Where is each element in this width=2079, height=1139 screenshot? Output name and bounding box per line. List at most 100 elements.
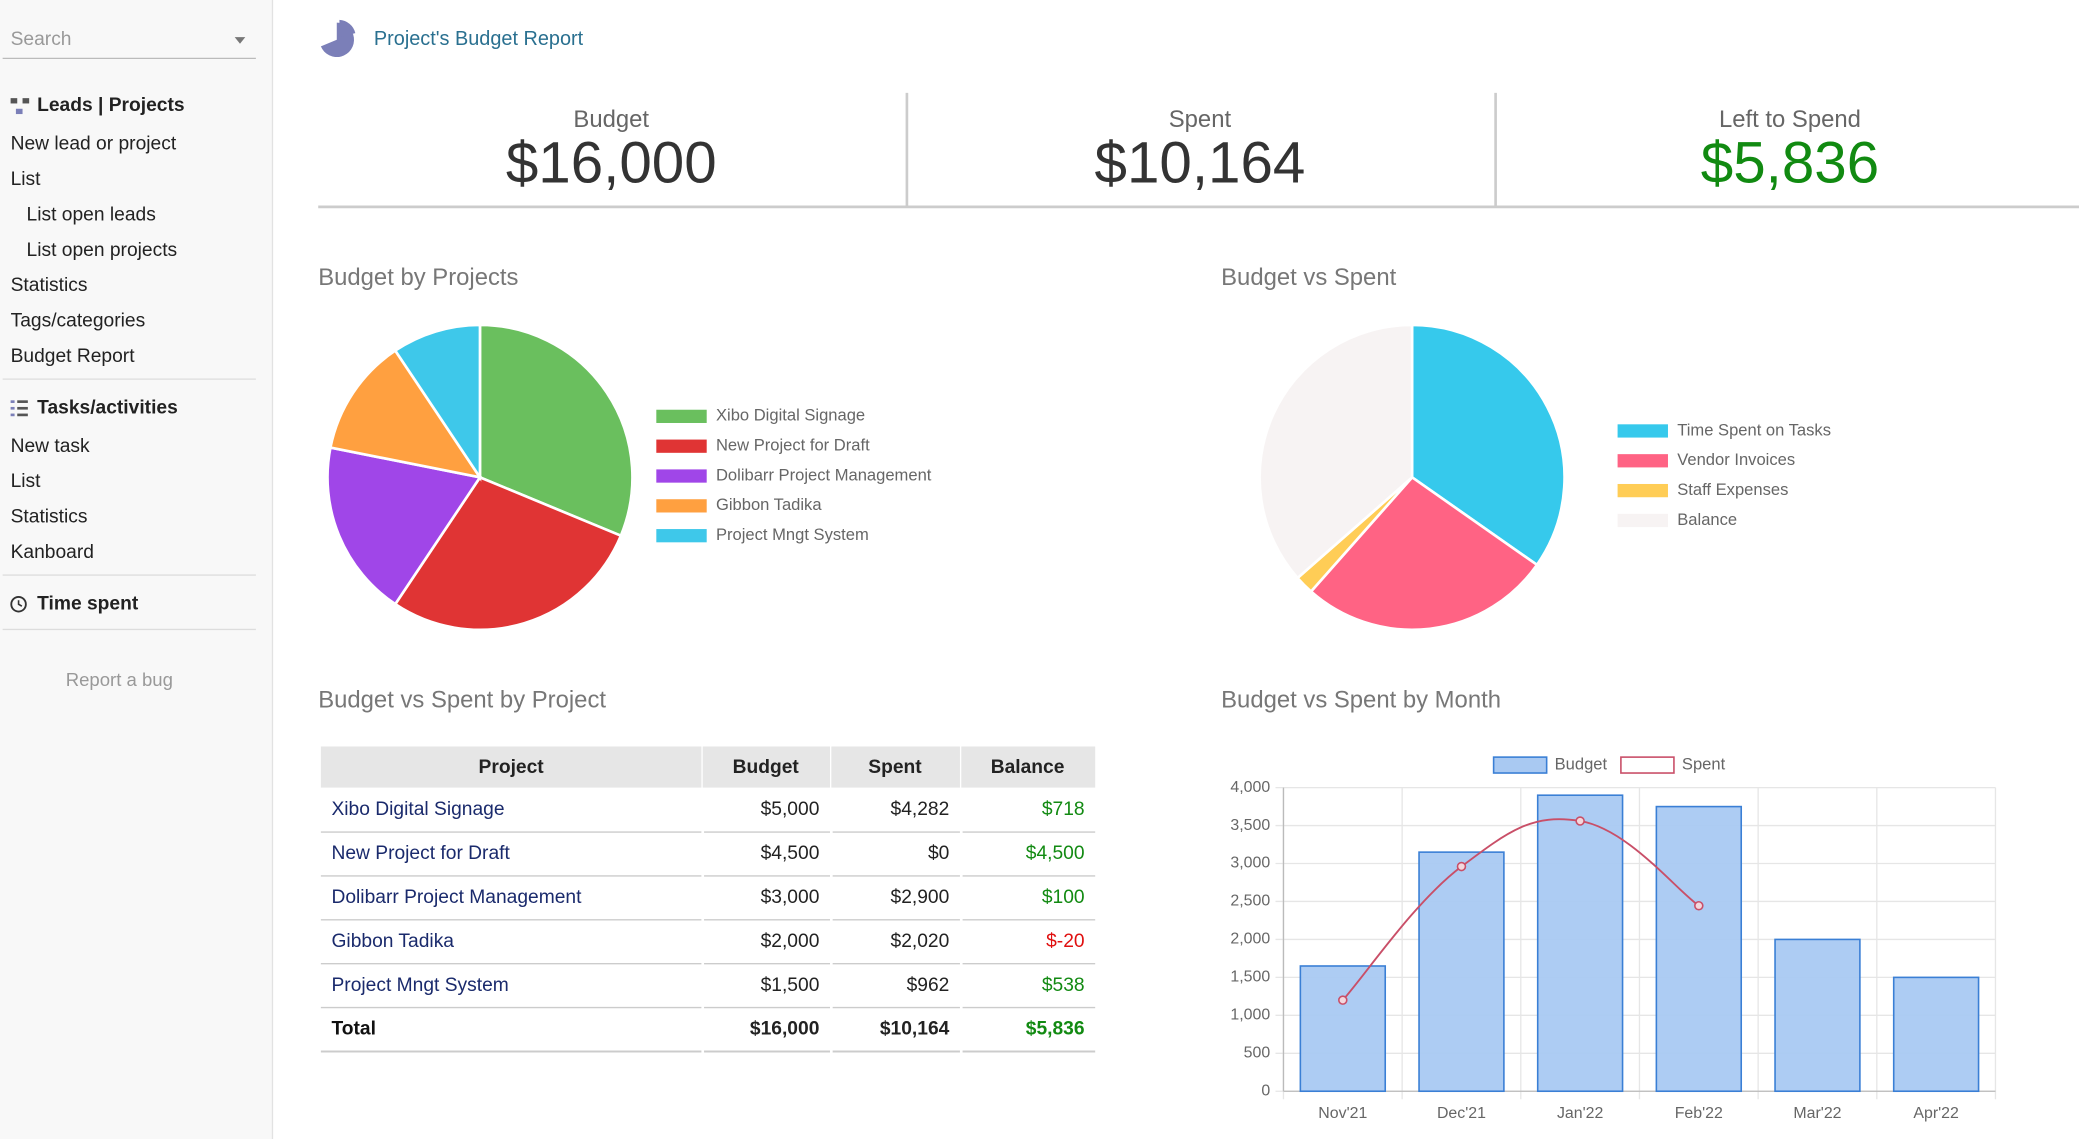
section-title[interactable]: Time spent <box>37 593 139 614</box>
bar <box>1892 976 1980 1093</box>
amount-cell: $-20 <box>1046 931 1084 952</box>
icon <box>10 596 27 613</box>
y-tick-label: 500 <box>1244 1044 1271 1061</box>
search-input[interactable]: Search <box>11 29 72 50</box>
line-point <box>1338 995 1348 1005</box>
pie-slice <box>1410 323 1566 567</box>
line-point <box>1456 861 1467 872</box>
column-header: Project <box>479 757 545 778</box>
amount-cell: $4,282 <box>891 799 950 820</box>
menu-item[interactable]: List open leads <box>27 204 156 225</box>
y-tick-label: 3,000 <box>1230 855 1270 872</box>
legend-label: Spent <box>1682 754 1726 773</box>
header-icon <box>320 19 356 58</box>
legend-swatch <box>1617 483 1668 498</box>
y-tick-label: 1,000 <box>1230 1007 1270 1024</box>
project-cell[interactable]: New Project for Draft <box>331 843 510 864</box>
legend-label: Project Mngt System <box>716 525 869 544</box>
line <box>1342 818 1700 1001</box>
search-dropdown[interactable] <box>234 37 246 44</box>
menu-item[interactable]: Statistics <box>11 507 88 528</box>
icon <box>10 98 18 104</box>
amount-cell: $100 <box>1042 887 1085 908</box>
report-bug[interactable]: Report a bug <box>66 669 173 690</box>
x-tick-label: Apr'22 <box>1913 1105 1959 1122</box>
pie-slice <box>478 323 634 538</box>
bar <box>1418 851 1505 1093</box>
x-tick-label: Feb'22 <box>1675 1105 1723 1122</box>
amount-cell: $10,164 <box>880 1019 950 1040</box>
legend-swatch <box>1617 454 1668 468</box>
icon <box>17 413 28 417</box>
menu-item[interactable]: Budget Report <box>11 346 136 367</box>
header-cell <box>831 746 960 788</box>
legend-swatch <box>656 409 707 423</box>
chart-title: Budget by Projects <box>318 264 518 291</box>
chart-title: Budget vs Spent by Month <box>1221 687 1501 714</box>
project-cell[interactable]: Dolibarr Project Management <box>331 887 582 908</box>
menu-item[interactable]: List <box>11 169 42 190</box>
project-cell[interactable]: Xibo Digital Signage <box>331 799 504 820</box>
pie-slice <box>1258 323 1414 580</box>
menu-item[interactable]: New lead or project <box>11 134 177 155</box>
amount-cell: $962 <box>907 975 950 996</box>
bar <box>1536 794 1624 1093</box>
menu-item[interactable]: New task <box>11 436 90 457</box>
pie-slice <box>1309 475 1539 632</box>
menu-item[interactable]: Kanboard <box>11 542 94 563</box>
menu-item[interactable]: Statistics <box>11 275 88 296</box>
pie-slice <box>393 475 623 632</box>
table-title: Budget vs Spent by Project <box>318 687 606 714</box>
icon <box>10 413 15 417</box>
legend-label: Vendor Invoices <box>1677 450 1795 469</box>
icon <box>17 600 23 607</box>
legend-label: Time Spent on Tasks <box>1677 420 1831 439</box>
legend-swatch <box>1617 513 1668 528</box>
line-point <box>1694 900 1704 911</box>
pie-slice <box>328 348 483 480</box>
y-tick-label: 0 <box>1261 1082 1270 1099</box>
icon <box>17 406 28 410</box>
legend-swatch <box>656 499 707 513</box>
x-tick-label: Dec'21 <box>1437 1105 1486 1122</box>
amount-cell: $2,000 <box>761 931 820 952</box>
legend-label: Gibbon Tadika <box>716 495 822 514</box>
amount-cell: $5,836 <box>1026 1019 1085 1040</box>
legend-swatch <box>1617 424 1668 438</box>
menu-item[interactable]: List <box>11 471 42 492</box>
x-tick-label: Nov'21 <box>1318 1105 1367 1122</box>
legend-swatch <box>656 469 707 483</box>
y-tick-label: 3,500 <box>1230 817 1270 834</box>
project-cell[interactable]: Project Mngt System <box>331 975 508 996</box>
legend-label: Budget <box>1555 754 1608 773</box>
project-cell[interactable]: Gibbon Tadika <box>331 931 454 952</box>
column-header: Balance <box>991 757 1065 778</box>
legend-label: Balance <box>1677 510 1737 529</box>
kpi-label: Budget <box>573 106 649 133</box>
section-title[interactable]: Tasks/activities <box>37 397 178 418</box>
project-cell: Total <box>331 1019 375 1040</box>
amount-cell: $1,500 <box>761 975 820 996</box>
column-header: Spent <box>868 757 922 778</box>
column-header: Budget <box>733 757 800 778</box>
section-title[interactable]: Leads | Projects <box>37 95 184 116</box>
menu-item[interactable]: List open projects <box>27 240 178 261</box>
header-cell <box>702 746 831 788</box>
amount-cell: $718 <box>1042 799 1085 820</box>
header-cell <box>320 746 702 788</box>
header-cell <box>961 746 1096 788</box>
menu-item[interactable]: Tags/categories <box>11 311 146 332</box>
x-tick-label: Mar'22 <box>1793 1105 1841 1122</box>
y-tick-label: 2,000 <box>1230 931 1270 948</box>
kpi-value: $10,164 <box>1095 130 1306 195</box>
legend-swatch <box>1492 756 1548 774</box>
amount-cell: $4,500 <box>1026 843 1085 864</box>
bar <box>1774 938 1861 1093</box>
kpi-label: Spent <box>1169 106 1232 133</box>
icon <box>10 406 15 410</box>
kpi-value: $16,000 <box>506 130 717 195</box>
chart-title: Budget vs Spent <box>1221 264 1396 291</box>
sidebar-bg <box>0 0 272 1139</box>
icon <box>17 400 28 403</box>
